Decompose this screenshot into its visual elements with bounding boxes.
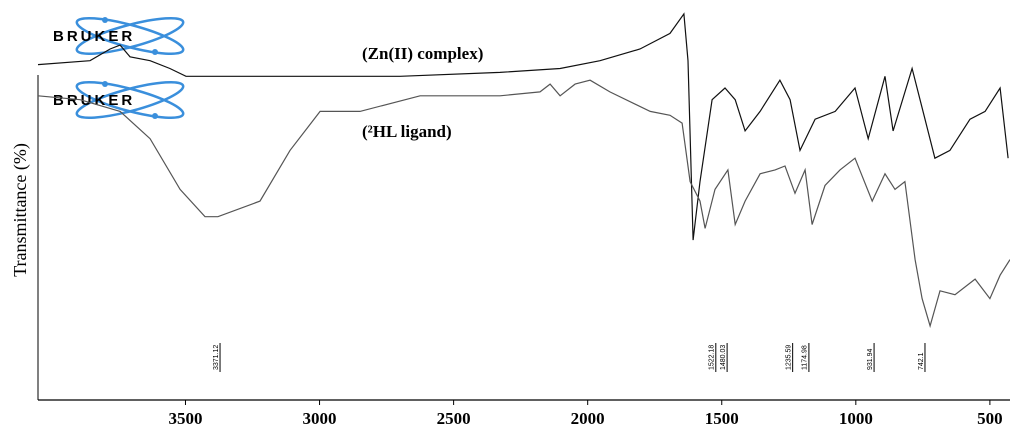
peak-label: 1522.18 (709, 345, 716, 370)
logo-text: BRUKER (53, 28, 135, 45)
logo (75, 16, 185, 120)
spectrum-line (37, 12, 1009, 241)
x-tick-label: 3500 (168, 409, 202, 428)
x-tick-label: 2500 (437, 409, 471, 428)
annotation: (²HL ligand) (362, 122, 452, 141)
x-tick-label: 3000 (303, 409, 337, 428)
peak-label: 3371.12 (213, 345, 220, 370)
peak-label: 931.94 (867, 348, 874, 370)
logo-text: BRUKER (53, 92, 135, 109)
peak-label: 1235.59 (785, 345, 792, 370)
x-tick-label: 1000 (839, 409, 873, 428)
spectrum-line (37, 79, 1010, 329)
x-tick-label: 1500 (705, 409, 739, 428)
x-tick-label: 500 (977, 409, 1003, 428)
peak-label: 1480.03 (720, 345, 727, 370)
annotation: (Zn(II) complex) (362, 44, 483, 63)
peak-label: 742.1 (918, 352, 925, 370)
y-axis-label: Transmittance (%) (10, 143, 31, 277)
x-tick-label: 2000 (571, 409, 605, 428)
logo-dots (102, 17, 158, 119)
peak-label: 1174.98 (802, 345, 809, 370)
